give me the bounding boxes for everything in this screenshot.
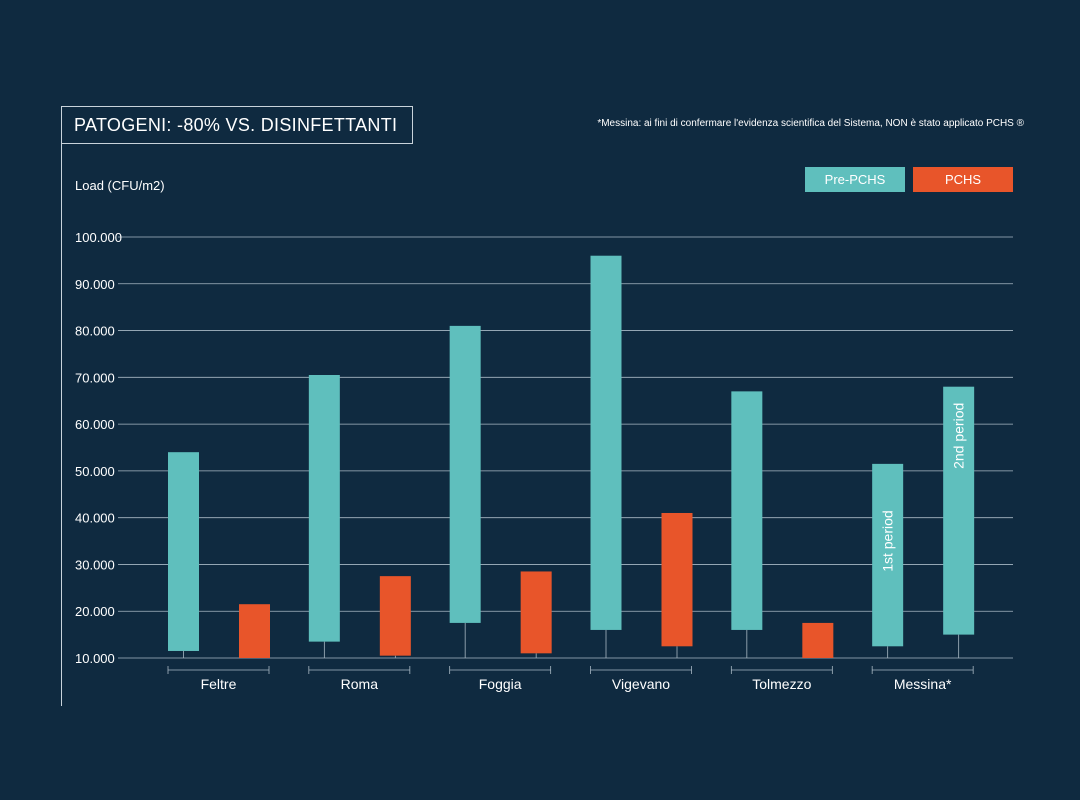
y-tick-label: 40.000 (75, 511, 115, 526)
y-tick-label: 50.000 (75, 464, 115, 479)
x-tick-label: Messina* (894, 676, 952, 692)
y-tick-label: 20.000 (75, 604, 115, 619)
legend-pchs: PCHS (913, 167, 1013, 192)
x-tick-label: Tolmezzo (752, 676, 811, 692)
legend-pre-pchs: Pre-PCHS (805, 167, 905, 192)
y-tick-label: 80.000 (75, 324, 115, 339)
bar-pchs (802, 622, 834, 658)
x-tick-label: Feltre (201, 676, 237, 692)
bar-pchs (661, 512, 693, 647)
x-tick-label: Foggia (479, 676, 522, 692)
y-tick-label: 30.000 (75, 557, 115, 572)
x-tick-label: Vigevano (612, 676, 670, 692)
bar-pre-pchs (168, 452, 199, 651)
y-tick-label: 90.000 (75, 277, 115, 292)
bar-pre-pchs (872, 463, 904, 647)
x-tick-label: Roma (341, 676, 379, 692)
bar-pre-pchs (308, 374, 340, 642)
chart-title: PATOGENI: -80% VS. DISINFETTANTI (61, 106, 413, 144)
y-tick-label: 100.000 (75, 230, 122, 245)
y-tick-label: 70.000 (75, 370, 115, 385)
bar-pre-pchs (731, 391, 763, 630)
frame-left-border (61, 106, 62, 706)
footnote: *Messina: ai fini di confermare l'eviden… (597, 118, 1024, 129)
bar-pre-pchs (449, 325, 481, 623)
bar-pchs (239, 604, 270, 658)
y-tick-label: 10.000 (75, 651, 115, 666)
bar-annotation: 2nd period (951, 403, 967, 469)
bar-pchs (520, 571, 552, 654)
bar-annotation: 1st period (880, 510, 896, 571)
bar-pre-pchs (590, 255, 622, 630)
bar-pchs (379, 576, 411, 656)
bar-pchs (943, 386, 975, 635)
y-axis-label: Load (CFU/m2) (75, 178, 165, 193)
y-tick-label: 60.000 (75, 417, 115, 432)
